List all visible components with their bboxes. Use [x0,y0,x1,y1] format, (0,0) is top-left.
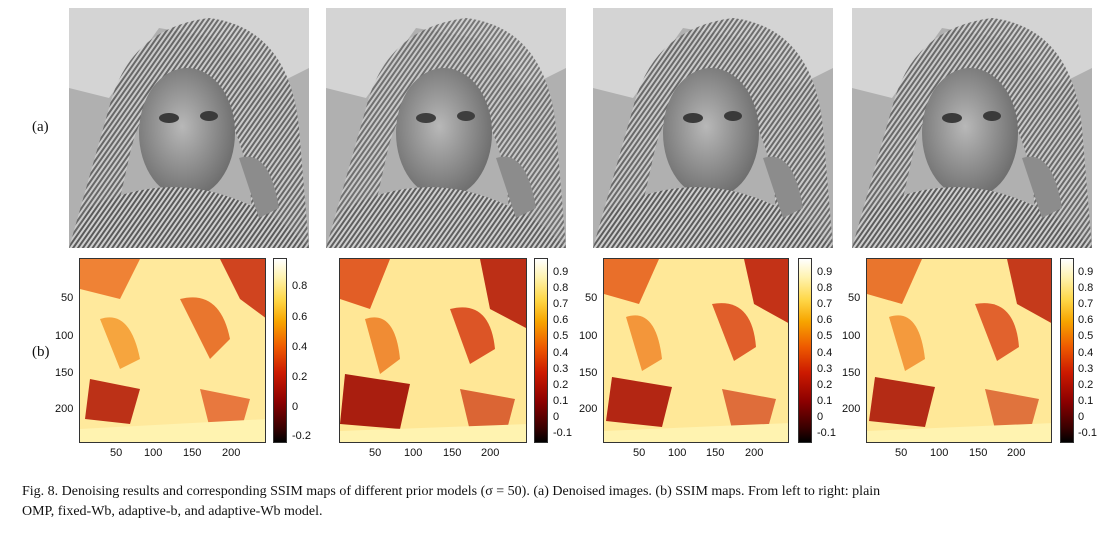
cbar-tick: 0 [1078,411,1085,423]
y-tick-150: 150 [579,367,598,379]
y-tick-50: 50 [61,292,74,304]
x-tick-150: 150 [969,447,988,459]
ssim-map-adaptive-b [603,258,789,443]
y-tick-50: 50 [585,292,598,304]
x-tick-150: 150 [706,447,725,459]
ssim-map-adaptive-wb [866,258,1052,443]
y-tick-200: 200 [55,403,74,415]
cbar-tick: 0.7 [1078,298,1094,310]
cbar-tick: 0.3 [817,363,833,375]
cbar-tick: -0.1 [1078,427,1097,439]
cbar-tick: 0.3 [1078,363,1094,375]
y-tick-200: 200 [579,403,598,415]
caption-line-2: OMP, fixed-Wb, adaptive-b, and adaptive-… [22,504,323,519]
cbar-tick: 0.4 [553,347,569,359]
cbar-tick: 0.8 [553,282,569,294]
cbar-tick: 0.2 [1078,379,1094,391]
x-tick-50: 50 [633,447,646,459]
x-tick-200: 200 [222,447,241,459]
cbar-tick: 0.6 [292,311,308,323]
x-tick-200: 200 [745,447,764,459]
row-label-a: (a) [32,119,49,135]
cbar-tick: 0.6 [1078,314,1094,326]
cbar-tick: 0.6 [553,314,569,326]
x-tick-100: 100 [668,447,687,459]
cbar-tick: 0.8 [292,280,308,292]
x-tick-150: 150 [183,447,202,459]
cbar-tick: 0.8 [817,282,833,294]
cbar-tick: 0.4 [1078,347,1094,359]
cbar-tick: -0.1 [817,427,836,439]
y-tick-200: 200 [842,403,861,415]
x-tick-100: 100 [404,447,423,459]
colorbar-plain-omp [273,258,287,443]
ssim-map-plain-omp [79,258,266,443]
cbar-tick: 0.6 [817,314,833,326]
y-tick-150: 150 [842,367,861,379]
cbar-tick: 0.2 [817,379,833,391]
cbar-tick: 0 [292,401,299,413]
y-tick-50: 50 [848,292,861,304]
cbar-tick: 0.5 [553,330,569,342]
y-tick-100: 100 [579,330,598,342]
cbar-tick: 0.4 [292,341,308,353]
cbar-tick: 0.7 [817,298,833,310]
x-tick-200: 200 [1007,447,1026,459]
cbar-tick: 0.3 [553,363,569,375]
cbar-tick: 0 [817,411,824,423]
row-label-b: (b) [32,344,50,360]
cbar-tick: -0.1 [553,427,572,439]
cbar-tick: 0.4 [817,347,833,359]
cbar-tick: 0.7 [553,298,569,310]
y-tick-150: 150 [55,367,74,379]
colorbar-adaptive-wb [1060,258,1074,443]
cbar-tick: 0.1 [553,395,569,407]
denoised-image-adaptive-b [593,8,833,248]
cbar-tick: 0.5 [817,330,833,342]
denoised-image-fixed-wb [326,8,566,248]
y-tick-100: 100 [842,330,861,342]
cbar-tick: 0.9 [817,266,833,278]
figure-caption: Fig. 8. Denoising results and correspond… [22,482,1102,522]
x-tick-150: 150 [443,447,462,459]
cbar-tick: 0 [553,411,560,423]
x-tick-50: 50 [110,447,123,459]
denoised-image-plain-omp [69,8,309,248]
cbar-tick: 0.2 [553,379,569,391]
cbar-tick: 0.5 [1078,330,1094,342]
caption-line-1: Fig. 8. Denoising results and correspond… [22,484,881,499]
x-tick-50: 50 [895,447,908,459]
cbar-tick: -0.2 [292,430,311,442]
cbar-tick: 0.1 [817,395,833,407]
cbar-tick: 0.8 [1078,282,1094,294]
x-tick-100: 100 [144,447,163,459]
y-tick-100: 100 [55,330,74,342]
denoised-image-adaptive-wb [852,8,1092,248]
cbar-tick: 0.9 [553,266,569,278]
ssim-map-fixed-wb [339,258,527,443]
x-tick-200: 200 [481,447,500,459]
cbar-tick: 0.9 [1078,266,1094,278]
x-tick-100: 100 [930,447,949,459]
cbar-tick: 0.1 [1078,395,1094,407]
colorbar-adaptive-b [798,258,812,443]
cbar-tick: 0.2 [292,371,308,383]
colorbar-fixed-wb [534,258,548,443]
x-tick-50: 50 [369,447,382,459]
